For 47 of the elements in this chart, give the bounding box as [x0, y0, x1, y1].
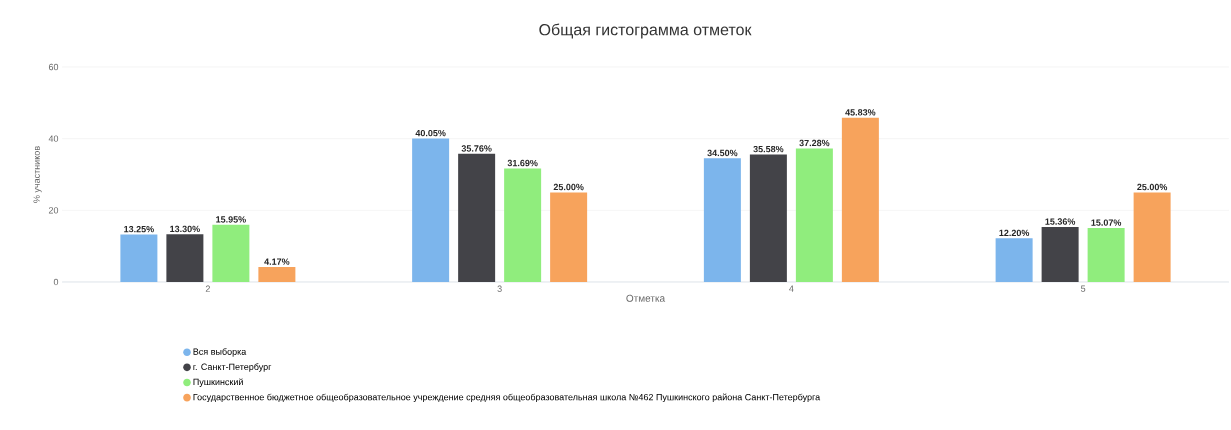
data-label: 15.95% — [216, 216, 246, 223]
data-label: 40.05% — [415, 129, 446, 137]
data-label: 35.76% — [461, 145, 492, 152]
y-tick-label: 60 — [48, 63, 59, 71]
y-axis-title: % участников — [33, 146, 42, 203]
data-label: 13.30% — [170, 225, 200, 233]
data-label: 35.58% — [753, 145, 784, 153]
data-label: 4.17% — [264, 258, 290, 265]
data-label: 15.36% — [1045, 218, 1076, 225]
data-label: 12.20% — [999, 229, 1030, 237]
y-tick-label: 20 — [48, 207, 59, 214]
bar — [120, 234, 158, 282]
bar — [258, 267, 296, 282]
legend-label: г. Санкт-Петербург — [193, 363, 272, 372]
y-tick-label: 40 — [48, 135, 59, 142]
bar — [795, 148, 833, 282]
x-tick-label: 3 — [497, 285, 502, 292]
y-tick-label: 0 — [53, 278, 59, 286]
bar — [550, 192, 588, 282]
data-label: 45.83% — [845, 109, 876, 116]
data-label: 31.69% — [507, 159, 538, 167]
x-tick-label: 4 — [789, 285, 794, 292]
x-axis-title: Отметка — [626, 294, 666, 302]
bar — [412, 138, 450, 282]
bar — [749, 154, 787, 282]
data-label: 25.00% — [553, 183, 584, 191]
bar — [458, 153, 496, 282]
bar — [1133, 192, 1171, 282]
legend-label: Вся выборка — [193, 348, 247, 357]
bar — [166, 234, 204, 282]
x-tick-label: 2 — [205, 285, 210, 292]
data-label: 25.00% — [1137, 183, 1168, 191]
bar — [1041, 226, 1079, 282]
data-label: 37.28% — [799, 139, 830, 147]
bar — [504, 168, 542, 282]
data-label: 15.07% — [1091, 219, 1122, 226]
data-label: 13.25% — [124, 225, 154, 233]
chart-title: Общая гистограмма отметок — [539, 23, 752, 39]
bar — [841, 117, 879, 282]
bar — [995, 238, 1033, 282]
bar — [212, 224, 250, 282]
legend-label: Пушкинский — [193, 378, 243, 387]
legend-label: Государственное бюджетное общеобразовательное учреждение средняя общеобразовательная школа №462 Пушкинского района Санкт-Петербурга — [193, 393, 821, 403]
bar — [703, 158, 741, 282]
data-label: 34.50% — [707, 149, 738, 157]
x-tick-label: 5 — [1080, 285, 1086, 292]
bar — [1087, 227, 1125, 282]
